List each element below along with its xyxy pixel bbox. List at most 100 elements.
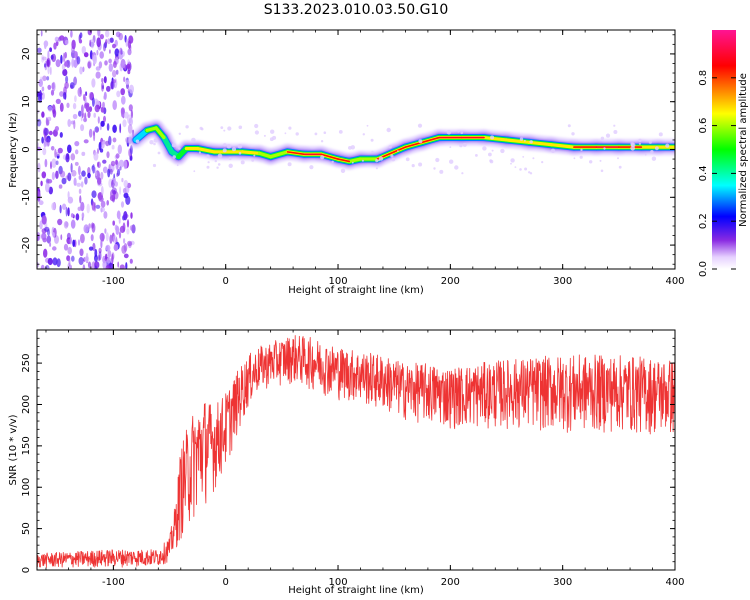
noise-blob bbox=[67, 172, 72, 182]
noise-blob bbox=[129, 155, 133, 161]
ridge-speck bbox=[171, 143, 177, 148]
spectrogram-ylabel: Frequency (Hz) bbox=[8, 112, 19, 188]
spectrogram-xtick-label: 100 bbox=[328, 276, 347, 287]
noise-blob bbox=[99, 232, 105, 242]
noise-blob bbox=[70, 153, 76, 161]
noise-blob bbox=[88, 128, 93, 138]
snr-frame bbox=[36, 329, 676, 571]
snr-ytick-label: 50 bbox=[21, 522, 32, 535]
ridge-speck bbox=[405, 157, 410, 162]
ridge-speck bbox=[618, 165, 622, 169]
noise-blob bbox=[117, 144, 123, 155]
ridge-speck bbox=[270, 129, 275, 134]
noise-blob bbox=[115, 159, 118, 165]
noise-blob bbox=[119, 264, 125, 269]
ridge-speck bbox=[288, 126, 292, 130]
ridge-segment bbox=[337, 158, 351, 163]
ridge-segment bbox=[154, 126, 166, 140]
noise-blob bbox=[100, 239, 103, 249]
ridge-speck bbox=[157, 151, 161, 155]
colorbar-tick-label: 0.6 bbox=[698, 118, 709, 134]
ridge-speck bbox=[571, 132, 575, 136]
noise-blob bbox=[130, 109, 133, 119]
ridge-speck bbox=[599, 159, 602, 162]
spectrogram-xlabel: Height of straight line (km) bbox=[288, 285, 424, 296]
ridge-speck bbox=[529, 140, 533, 144]
spectrogram-xtick-label: 400 bbox=[665, 276, 684, 287]
noise-blob bbox=[127, 48, 132, 56]
noise-blob bbox=[106, 200, 109, 206]
spectrogram-xtick-label: 300 bbox=[553, 276, 572, 287]
noise-blob bbox=[67, 207, 70, 217]
noise-blob bbox=[40, 76, 42, 85]
noise-blob bbox=[105, 30, 110, 38]
noise-blob bbox=[47, 257, 53, 266]
ridge-speck bbox=[550, 148, 556, 153]
noise-blob bbox=[64, 81, 69, 89]
ridge-speck bbox=[227, 126, 232, 131]
noise-blob bbox=[91, 223, 96, 233]
ridge-speck bbox=[528, 171, 531, 174]
noise-blob bbox=[112, 43, 116, 49]
noise-blob bbox=[89, 39, 92, 47]
noise-blob bbox=[64, 61, 68, 67]
ridge-speck bbox=[457, 130, 460, 133]
ridge-speck bbox=[193, 170, 196, 173]
ridge-speck bbox=[519, 168, 522, 171]
noise-blob bbox=[62, 92, 67, 100]
noise-blob bbox=[109, 37, 114, 43]
noise-blob bbox=[52, 257, 58, 266]
noise-blob bbox=[74, 141, 80, 147]
ridge-segment bbox=[286, 151, 306, 156]
noise-blob bbox=[41, 86, 45, 92]
ridge-speck bbox=[338, 130, 343, 134]
noise-blob bbox=[51, 202, 56, 211]
snr-ylabel: SNR (10 * v/v) bbox=[8, 414, 19, 485]
noise-blob bbox=[113, 177, 116, 184]
noise-blob bbox=[71, 255, 75, 262]
noise-blob bbox=[129, 225, 134, 231]
noise-blob bbox=[81, 46, 87, 54]
ridge-segment bbox=[549, 143, 576, 149]
noise-blob bbox=[92, 164, 95, 174]
noise-blob bbox=[85, 91, 88, 96]
noise-blob bbox=[79, 248, 84, 257]
ridge-speck bbox=[340, 168, 346, 173]
noise-blob bbox=[47, 105, 53, 112]
noise-blob bbox=[70, 213, 74, 218]
ridge-speck bbox=[529, 172, 533, 175]
ridge-speck bbox=[228, 163, 233, 168]
noise-blob bbox=[95, 204, 101, 209]
noise-blob bbox=[104, 60, 108, 66]
noise-blob bbox=[95, 71, 101, 79]
ridge-speck bbox=[254, 123, 259, 129]
noise-blob bbox=[120, 88, 125, 96]
noise-blob bbox=[78, 188, 82, 194]
noise-blob bbox=[43, 248, 48, 258]
noise-blob bbox=[44, 226, 50, 232]
noise-blob bbox=[120, 58, 126, 69]
noise-blob bbox=[107, 38, 111, 45]
noise-blob bbox=[109, 234, 113, 244]
noise-blob bbox=[46, 179, 53, 184]
noise-blob bbox=[88, 223, 91, 229]
noise-blob bbox=[123, 238, 126, 244]
noise-blob bbox=[81, 212, 85, 219]
noise-blob bbox=[78, 165, 81, 176]
noise-blob bbox=[41, 92, 45, 100]
noise-blob bbox=[120, 201, 125, 208]
noise-blob bbox=[38, 200, 44, 206]
noise-blob bbox=[100, 185, 104, 196]
ridge-segment bbox=[257, 151, 273, 159]
noise-blob bbox=[55, 98, 61, 104]
ridge-speck bbox=[460, 131, 464, 135]
noise-blob bbox=[76, 56, 81, 65]
noise-blob bbox=[96, 37, 101, 48]
noise-blob bbox=[51, 158, 57, 168]
noise-blob bbox=[80, 201, 85, 212]
noise-blob bbox=[112, 235, 118, 244]
noise-blob bbox=[123, 211, 128, 221]
noise-blob bbox=[99, 51, 104, 59]
noise-blob bbox=[54, 148, 57, 158]
noise-blob bbox=[56, 258, 61, 268]
